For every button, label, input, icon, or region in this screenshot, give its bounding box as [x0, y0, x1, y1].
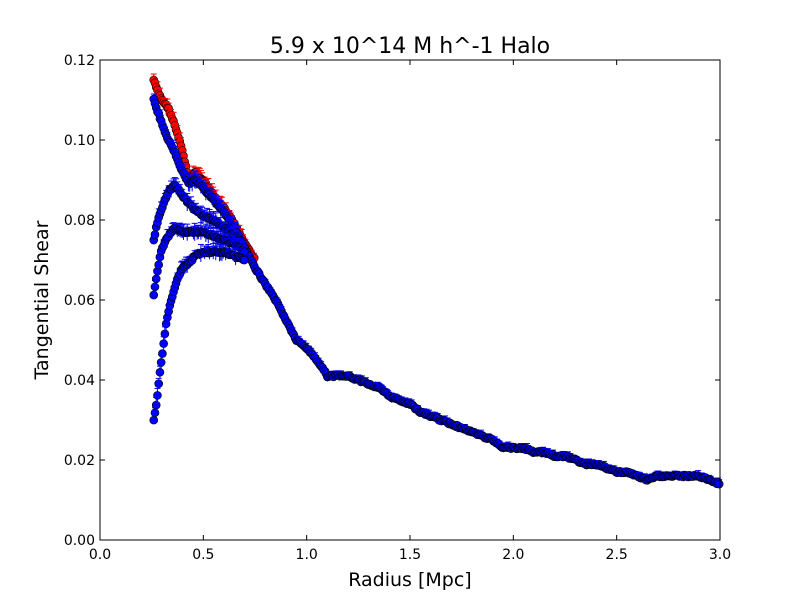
y-tick-label: 0.00 — [64, 533, 95, 549]
data-point — [158, 349, 167, 358]
series-3 — [149, 222, 249, 300]
data-point — [155, 367, 165, 377]
data-point — [150, 282, 160, 292]
data-point — [160, 329, 170, 339]
x-tick-label: 2.5 — [606, 547, 628, 563]
chart-title: 5.9 x 10^14 M h^-1 Halo — [270, 34, 550, 59]
data-point — [149, 290, 159, 300]
x-axis-title: Radius [Mpc] — [348, 569, 471, 591]
data-point — [156, 358, 166, 367]
y-tick-label: 0.12 — [64, 53, 95, 69]
x-tick-label: 1.5 — [399, 547, 421, 563]
plot-frame — [99, 59, 721, 541]
data-point — [150, 230, 160, 239]
data-marks — [149, 73, 724, 489]
y-tick-label: 0.08 — [64, 213, 95, 229]
data-point — [154, 379, 163, 389]
data-point — [151, 274, 161, 284]
data-point — [154, 260, 163, 270]
y-axis-title: Tangential Shear — [31, 220, 53, 380]
data-point — [149, 415, 159, 425]
y-tick-label: 0.06 — [64, 293, 95, 309]
x-tick-label: 3.0 — [709, 547, 731, 563]
data-point — [239, 255, 249, 265]
x-tick-label: 1.0 — [296, 547, 318, 563]
x-tick-label: 2.0 — [502, 547, 524, 563]
y-tick-label: 0.10 — [64, 133, 95, 149]
y-tick-label: 0.02 — [64, 453, 95, 469]
data-point — [150, 408, 160, 418]
series-4 — [149, 242, 249, 425]
data-point — [153, 391, 162, 400]
y-tick-label: 0.04 — [64, 373, 95, 389]
data-point — [159, 339, 168, 348]
x-tick-label: 0.5 — [192, 547, 214, 563]
x-tick-label: 0.0 — [89, 547, 111, 563]
data-point — [714, 479, 724, 489]
data-point — [151, 400, 161, 410]
